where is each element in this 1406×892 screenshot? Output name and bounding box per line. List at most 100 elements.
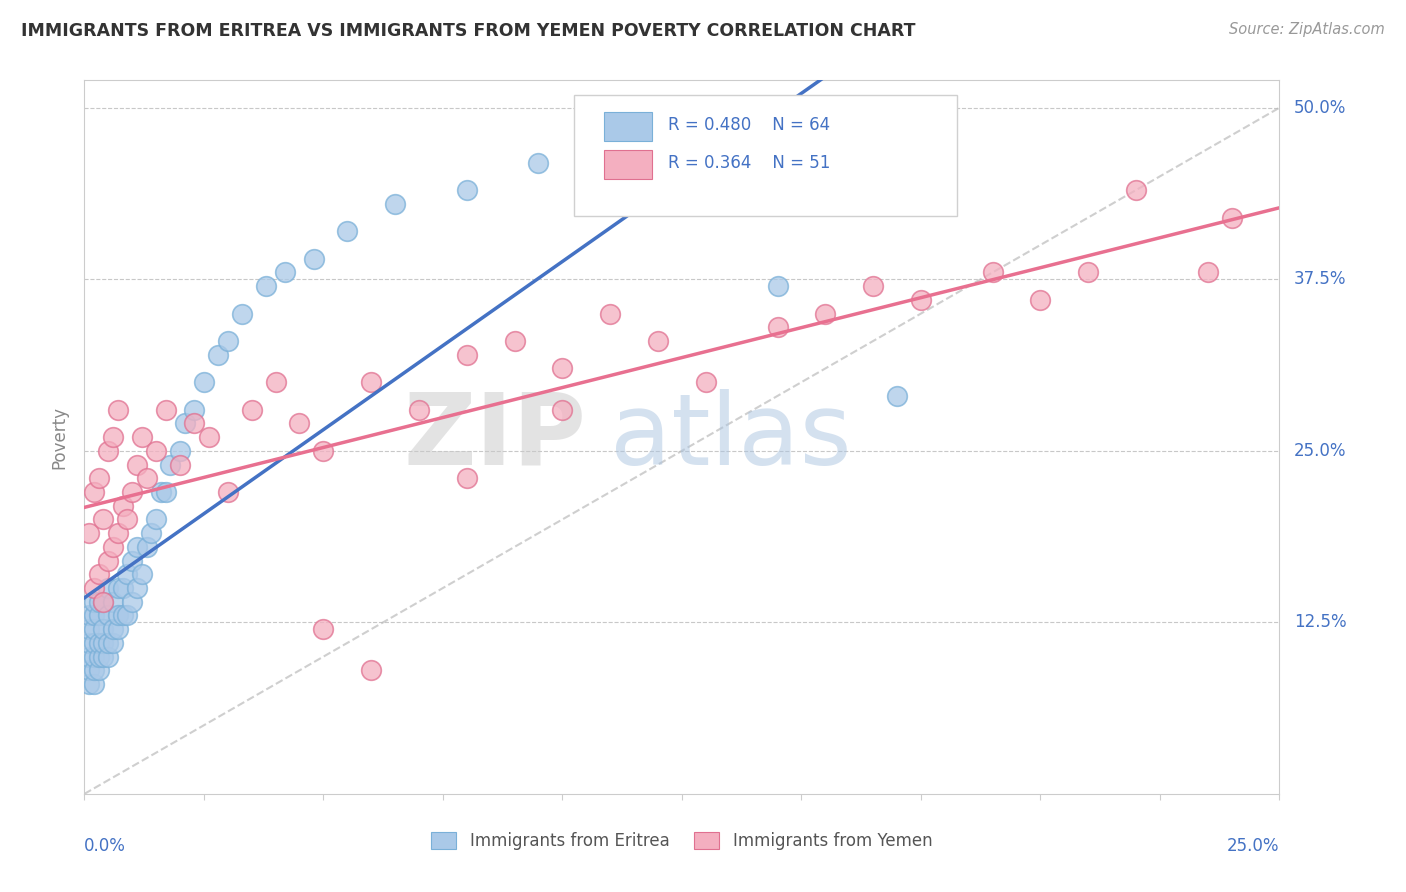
Point <box>111 608 134 623</box>
Point <box>173 417 195 431</box>
Point <box>599 307 621 321</box>
Text: R = 0.364    N = 51: R = 0.364 N = 51 <box>668 154 830 172</box>
Point <box>117 567 139 582</box>
Point <box>527 155 550 169</box>
Point <box>312 443 335 458</box>
Text: ZIP: ZIP <box>404 389 586 485</box>
Point <box>77 649 100 664</box>
Point <box>910 293 932 307</box>
Point <box>83 622 105 636</box>
Text: Source: ZipAtlas.com: Source: ZipAtlas.com <box>1229 22 1385 37</box>
Point <box>312 622 335 636</box>
Point <box>254 279 277 293</box>
Point <box>647 334 669 348</box>
Point <box>107 526 129 541</box>
Point <box>107 402 129 417</box>
Point <box>1197 265 1219 279</box>
Point <box>125 581 148 595</box>
Point <box>117 512 139 526</box>
Legend: Immigrants from Eritrea, Immigrants from Yemen: Immigrants from Eritrea, Immigrants from… <box>425 825 939 857</box>
Point <box>814 307 837 321</box>
Point <box>217 485 239 500</box>
Point <box>169 458 191 472</box>
FancyBboxPatch shape <box>605 150 652 178</box>
Point <box>101 430 124 444</box>
Point <box>97 608 120 623</box>
Point <box>83 608 105 623</box>
Point <box>695 375 717 389</box>
Text: atlas: atlas <box>610 389 852 485</box>
Point <box>217 334 239 348</box>
Point <box>240 402 263 417</box>
Point <box>77 664 100 678</box>
Point <box>87 471 110 485</box>
Point <box>145 512 167 526</box>
Point <box>456 183 478 197</box>
Text: IMMIGRANTS FROM ERITREA VS IMMIGRANTS FROM YEMEN POVERTY CORRELATION CHART: IMMIGRANTS FROM ERITREA VS IMMIGRANTS FR… <box>21 22 915 40</box>
Point <box>274 265 297 279</box>
Point <box>107 622 129 636</box>
Point <box>155 485 177 500</box>
Point <box>87 567 110 582</box>
Point <box>125 458 148 472</box>
Point <box>131 567 153 582</box>
Point <box>121 553 143 567</box>
Point <box>131 430 153 444</box>
Point <box>1077 265 1099 279</box>
Point <box>647 183 669 197</box>
Point <box>83 664 105 678</box>
Point <box>77 608 100 623</box>
Point <box>125 540 148 554</box>
Point <box>83 677 105 691</box>
Point <box>360 664 382 678</box>
Point <box>77 677 100 691</box>
Point <box>93 595 115 609</box>
Point <box>87 595 110 609</box>
Point <box>264 375 287 389</box>
Point <box>111 499 134 513</box>
Point <box>408 402 430 417</box>
Point <box>456 348 478 362</box>
Point <box>87 608 110 623</box>
FancyBboxPatch shape <box>575 95 957 216</box>
Point <box>503 334 526 348</box>
Text: R = 0.480    N = 64: R = 0.480 N = 64 <box>668 116 830 134</box>
Point <box>145 443 167 458</box>
Text: 25.0%: 25.0% <box>1294 442 1347 459</box>
Point <box>1125 183 1147 197</box>
Point <box>97 581 120 595</box>
Point <box>83 581 105 595</box>
Point <box>83 595 105 609</box>
Point <box>83 649 105 664</box>
Point <box>135 471 157 485</box>
Point <box>183 402 205 417</box>
Y-axis label: Poverty: Poverty <box>51 406 69 468</box>
Point <box>83 636 105 650</box>
Point <box>135 540 157 554</box>
Point <box>155 402 177 417</box>
Point <box>141 526 163 541</box>
Point <box>97 636 120 650</box>
Text: 12.5%: 12.5% <box>1294 614 1347 632</box>
Point <box>1220 211 1243 225</box>
Point <box>107 608 129 623</box>
Point <box>97 443 120 458</box>
Point <box>93 595 115 609</box>
Point <box>93 636 115 650</box>
Point <box>121 485 143 500</box>
Text: 25.0%: 25.0% <box>1227 837 1279 855</box>
Point <box>193 375 215 389</box>
Point <box>97 649 120 664</box>
Point <box>101 595 124 609</box>
Point <box>83 485 105 500</box>
Point <box>384 196 406 211</box>
Text: 37.5%: 37.5% <box>1294 270 1347 288</box>
Point <box>862 279 884 293</box>
Point <box>77 636 100 650</box>
FancyBboxPatch shape <box>605 112 652 141</box>
Point <box>87 636 110 650</box>
Point <box>183 417 205 431</box>
Point <box>111 581 134 595</box>
Point <box>159 458 181 472</box>
Point <box>231 307 253 321</box>
